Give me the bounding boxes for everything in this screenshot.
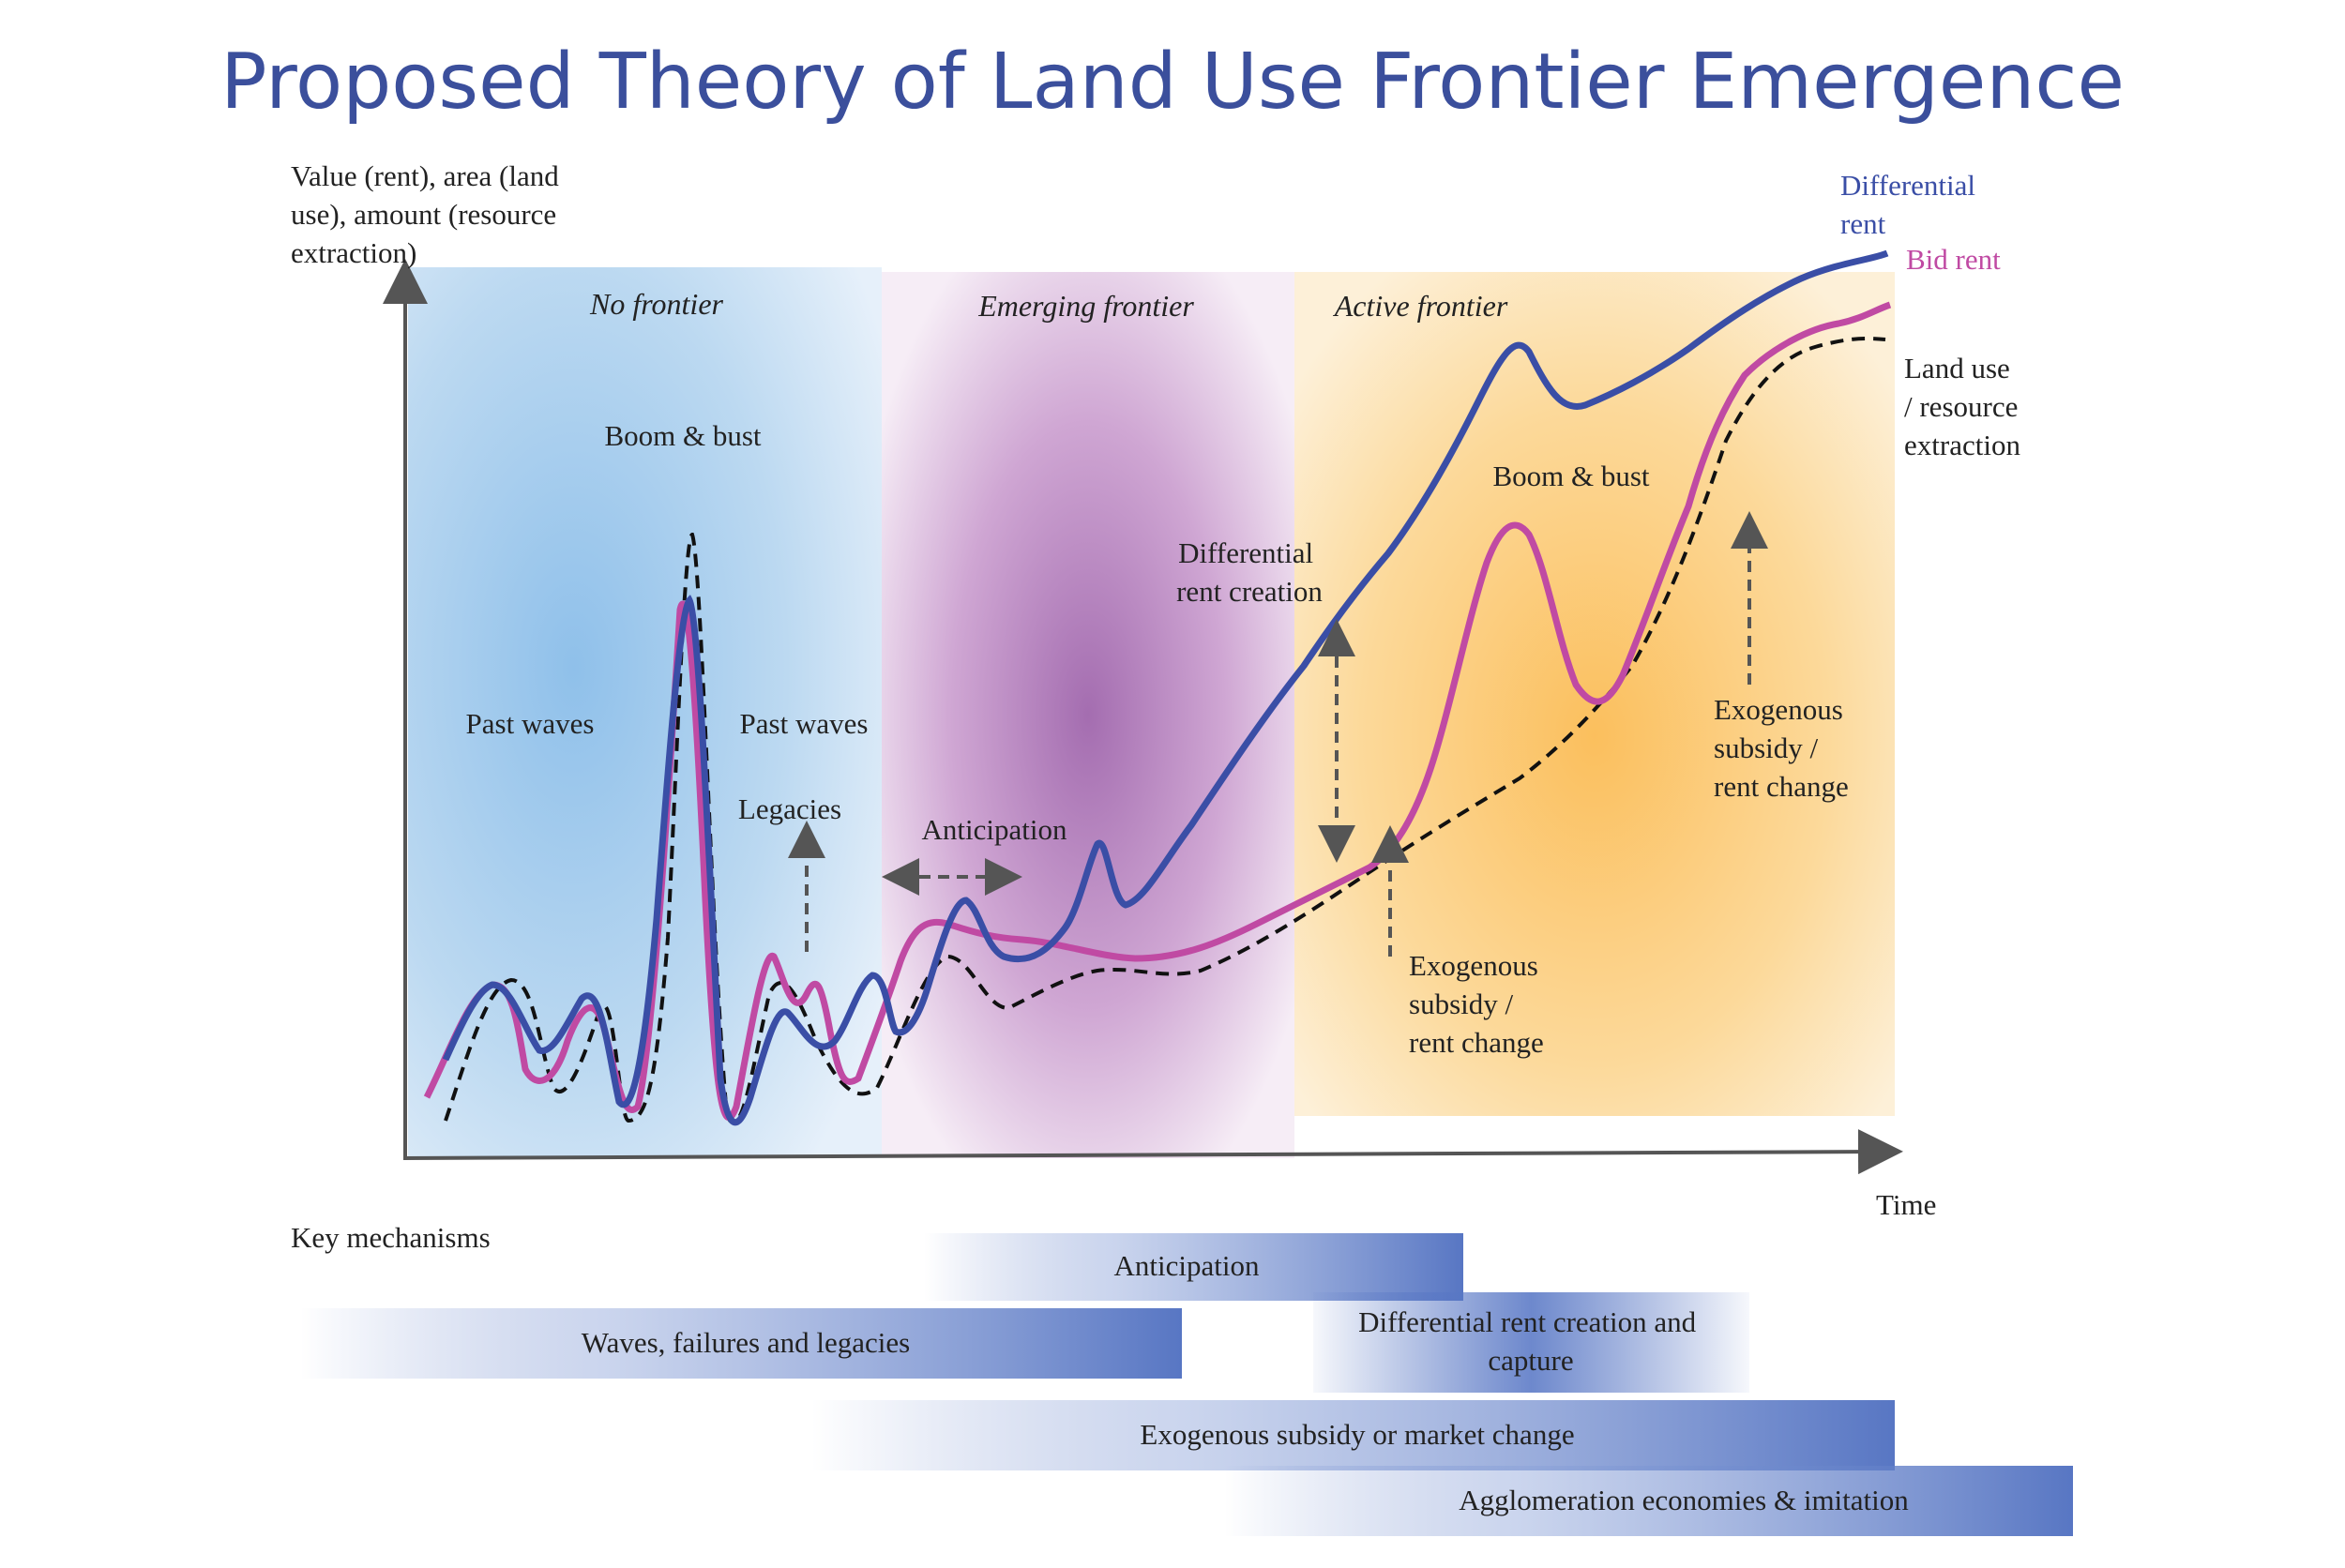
differential-rent-label: Differential rent (1840, 169, 1983, 240)
boom-bust-label-2: Boom & bust (1492, 460, 1649, 492)
exogenous-label-2: Exogenous subsidy / rent change (1714, 693, 1851, 803)
x-axis-label: Time (1876, 1188, 1936, 1221)
mechanism-bar-anticipation (924, 1233, 1463, 1301)
page-title: Proposed Theory of Land Use Frontier Eme… (220, 38, 2125, 127)
differential-rent-creation-label: Differential rent creation (1176, 536, 1323, 608)
land-use-line (444, 336, 1886, 1124)
past-waves-label-1: Past waves (466, 707, 595, 740)
land-use-label: Land use / resource extraction (1904, 352, 2025, 461)
y-axis-label: Value (rent), area (land use), amount (r… (291, 159, 566, 269)
mechanism-label-differential: Differential rent creation and capture (1358, 1305, 1703, 1377)
mechanism-bar-agglomeration (1224, 1466, 2073, 1536)
mechanism-label-anticipation: Anticipation (1114, 1249, 1260, 1282)
differential-rent-line (442, 249, 1889, 1126)
emerging-frontier-region (882, 272, 1294, 1158)
mechanism-label-waves: Waves, failures and legacies (582, 1326, 910, 1359)
mechanism-label-exogenous: Exogenous subsidy or market change (1140, 1418, 1574, 1451)
active-frontier-region (1294, 272, 1895, 1116)
key-mechanisms-heading: Key mechanisms (291, 1221, 491, 1254)
exogenous-label-1: Exogenous subsidy / rent change (1409, 949, 1546, 1059)
x-axis (402, 1129, 1903, 1175)
bid-rent-label: Bid rent (1906, 243, 2001, 276)
phase-label-no-frontier: No frontier (589, 287, 723, 321)
anticipation-label: Anticipation (922, 813, 1067, 846)
phase-label-emerging-frontier: Emerging frontier (977, 289, 1194, 323)
mechanism-bar-differential (1313, 1292, 1749, 1393)
mechanism-bar-exogenous (811, 1400, 1895, 1470)
legacies-label: Legacies (738, 792, 841, 825)
mechanism-label-agglomeration: Agglomeration economies & imitation (1459, 1484, 1909, 1516)
phase-label-active-frontier: Active frontier (1333, 289, 1508, 323)
past-waves-label-2: Past waves (740, 707, 869, 740)
mechanism-bar-waves (300, 1308, 1182, 1379)
boom-bust-label-1: Boom & bust (604, 419, 761, 452)
